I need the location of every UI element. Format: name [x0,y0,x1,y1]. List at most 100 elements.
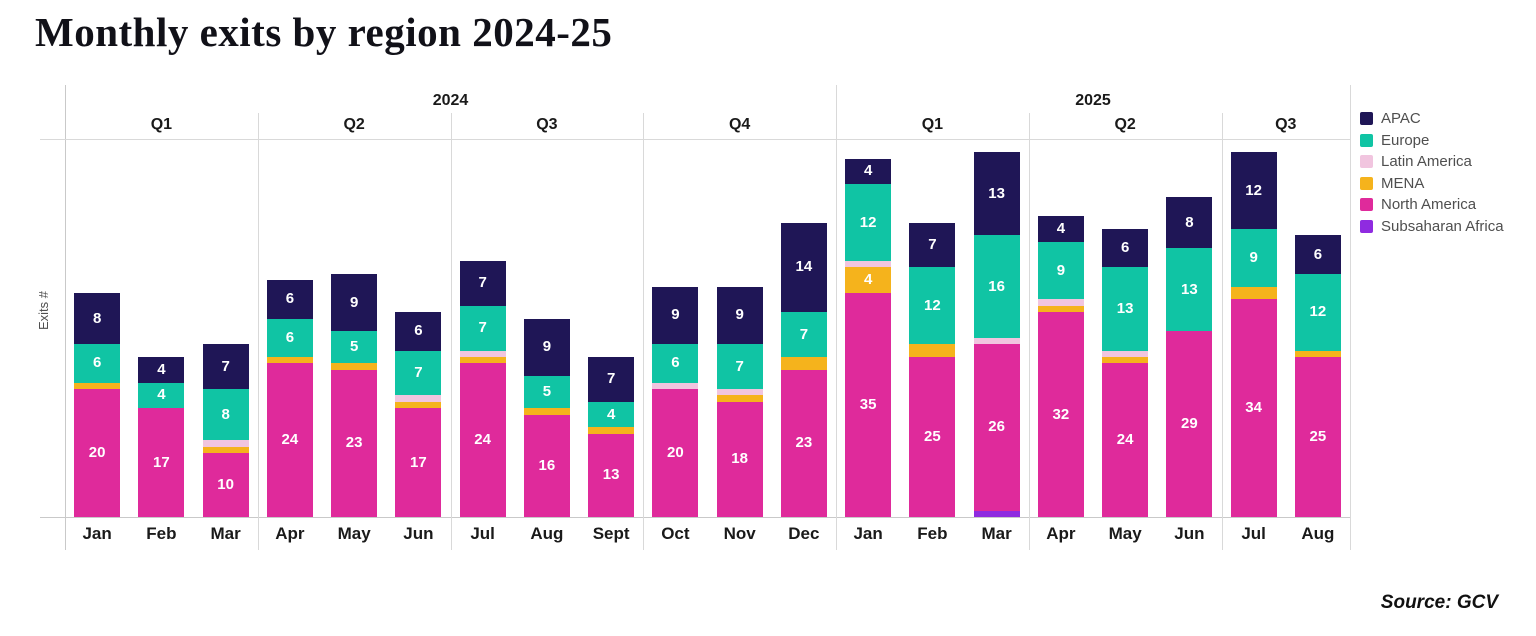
bar-jul-2025: 34 9 12 [1230,152,1277,517]
month-label: Dec [788,524,820,543]
segment-value-label: 6 [1120,239,1130,257]
legend-swatch [1360,176,1373,190]
bar-jan-2024: 20 6 8 [74,293,121,517]
bar-segment-europe: 9 [1230,229,1277,287]
month-label: Nov [723,524,756,543]
month-label: Oct [661,524,690,543]
bar-segment-mena [1037,305,1084,313]
bar-segment-apac: 6 [1294,235,1341,274]
bar-segment-apac: 9 [523,318,570,377]
bar-dec-2024: 23 7 14 [780,222,827,517]
segment-value-label: 32 [1052,405,1070,423]
segment-value-label: 4 [1056,220,1066,238]
bar-segment-mena [1230,286,1277,300]
month-label: Feb [146,524,177,543]
segment-value-label: 9 [671,306,680,324]
bar-segment-apac: 8 [74,293,121,345]
segment-value-label: 7 [799,325,809,343]
segment-value-label: 7 [478,274,487,292]
month-label: Jun [1174,524,1205,543]
bar-segment-mena [459,357,506,364]
segment-value-label: 4 [606,405,616,423]
bar-segment-latin-america [459,350,506,357]
bar-segment-north-america: 20 [652,388,699,517]
bar-nov-2024: 18 7 9 [716,286,763,517]
bar-segment-north-america: 20 [74,389,121,517]
bar-segment-europe: 7 [395,350,442,396]
quarter-divider-line [1028,113,1030,550]
bar-aug-2024: 16 5 9 [523,318,570,517]
bar-segment-mena [266,357,313,364]
year-label: 2024 [432,92,469,109]
bar-segment-north-america: 24 [266,363,313,517]
bar-segment-latin-america [395,395,442,402]
quarter-label: Q1 [921,116,944,133]
month-label: Jun [403,524,434,543]
segment-value-label: 7 [606,370,616,388]
quarter-label: Q3 [536,116,558,133]
chart-title: Monthly exits by region 2024-25 [35,9,613,55]
segment-value-label: 34 [1245,399,1262,417]
segment-value-label: 6 [285,290,295,308]
bar-segment-apac: 7 [909,222,956,268]
segment-value-label: 4 [157,360,166,378]
legend-label: APAC [1381,110,1421,127]
month-label: Apr [275,524,305,543]
quarter-label: Q2 [343,116,365,133]
segment-value-label: 13 [988,184,1005,202]
bar-segment-mena [74,382,121,389]
year-label: 2025 [1075,92,1111,109]
bar-apr-2024: 24 6 6 [266,280,313,517]
bar-segment-mena: 4 [845,267,892,293]
bar-segment-apac: 14 [780,222,827,313]
segment-value-label: 23 [345,434,363,452]
bar-segment-north-america: 25 [909,356,956,517]
segment-value-label: 9 [1249,248,1258,266]
bar-segment-europe: 13 [1102,267,1149,351]
bar-segment-europe: 6 [266,318,313,357]
segment-value-label: 25 [1309,428,1327,446]
bar-segment-europe: 5 [331,331,378,364]
x-axis-line [40,517,1350,518]
bar-segment-apac: 7 [202,344,249,389]
bar-feb-2025: 25 12 7 [909,222,956,517]
bar-segment-mena [588,427,635,434]
bar-may-2025: 24 13 6 [1102,229,1149,517]
bar-segment-latin-america [1037,299,1084,306]
bar-segment-europe: 12 [845,184,892,261]
legend-swatch [1360,133,1373,147]
bar-segment-north-america: 34 [1230,299,1277,517]
bar-segment-north-america: 13 [588,433,635,517]
segment-value-label: 26 [988,418,1005,436]
bar-segment-mena [716,395,763,402]
month-label: Jan [82,524,112,543]
legend-item-latin-america: Latin America [1360,151,1504,172]
segment-value-label: 8 [221,405,230,423]
bar-segment-north-america: 35 [845,292,892,517]
segment-value-label: 16 [988,277,1005,295]
bar-segment-mena [202,446,249,453]
bar-segment-latin-america [716,389,763,396]
quarter-label: Q4 [728,116,751,133]
legend-label: Subsaharan Africa [1381,217,1504,235]
segment-value-label: 6 [285,328,295,346]
bar-segment-subsaharan-africa [973,510,1020,517]
bar-segment-mena [1102,357,1149,364]
month-label: Jul [470,524,495,543]
quarter-divider-line [450,113,452,550]
bar-segment-north-america: 23 [331,369,378,517]
bar-segment-north-america: 18 [716,401,763,517]
quarter-divider-line [1221,113,1223,550]
legend-swatch [1360,219,1373,233]
bar-segment-mena [331,363,378,370]
legend-label: North America [1381,196,1477,213]
legend-item-subsaharan-africa: Subsaharan Africa [1360,216,1504,237]
segment-value-label: 12 [1245,181,1262,199]
bar-segment-europe: 6 [74,344,121,383]
year-divider-line [836,85,837,550]
segment-value-label: 23 [795,434,813,452]
legend: APAC Europe Latin America MENA North America… [1360,108,1504,237]
segment-value-label: 7 [928,236,937,254]
segment-value-label: 6 [414,322,423,340]
bar-segment-mena [909,344,956,357]
